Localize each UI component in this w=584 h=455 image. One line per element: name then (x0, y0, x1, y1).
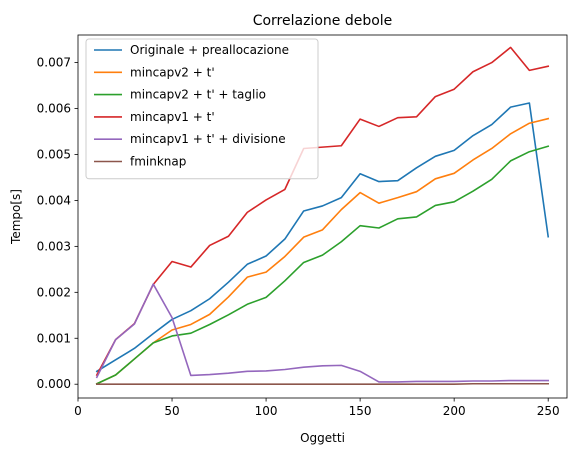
series-line-2 (95, 145, 550, 385)
legend-box (85, 38, 319, 180)
series-line-3 (95, 46, 550, 377)
legend-label: mincapv2 + t' (130, 65, 215, 79)
y-tick-label: 0.000 (37, 377, 71, 391)
legend: Originale + preallocazione mincapv2 + t' m… (85, 38, 319, 180)
y-tick-label: 0.004 (37, 193, 71, 207)
x-tick-label: 200 (443, 404, 466, 418)
y-tick-label: 0.003 (37, 239, 71, 253)
x-tick-label: 0 (74, 404, 82, 418)
y-tick-label: 0.007 (37, 56, 71, 70)
legend-label: fminknap (130, 155, 186, 169)
legend-label: mincapv1 + t' (130, 110, 215, 124)
x-tick-label: 100 (255, 404, 278, 418)
chart-title: Correlazione debole (253, 13, 393, 29)
y-tick-label: 0.006 (37, 102, 71, 116)
y-tick-label: 0.001 (37, 331, 71, 345)
legend-label: mincapv1 + t' + divisione (130, 132, 286, 146)
x-axis-ticks: 0 50 100 150 200 250 (74, 398, 560, 418)
x-tick-label: 250 (537, 404, 560, 418)
y-axis-ticks: 0.000 0.001 0.002 0.003 0.004 0.005 0.006 0.007 (37, 56, 78, 391)
y-tick-label: 0.002 (37, 285, 71, 299)
plot-lines (95, 46, 550, 386)
x-tick-label: 50 (164, 404, 179, 418)
series-line-1 (95, 117, 550, 385)
y-axis-label: Tempo[s] (9, 189, 23, 245)
series-line-4 (95, 283, 549, 383)
legend-label: Originale + preallocazione (130, 43, 289, 57)
y-tick-label: 0.005 (37, 147, 71, 161)
legend-label: mincapv2 + t' + taglio (130, 88, 266, 102)
x-tick-label: 150 (349, 404, 372, 418)
plot-frame (77, 34, 568, 399)
x-axis-label: Oggetti (300, 431, 345, 445)
